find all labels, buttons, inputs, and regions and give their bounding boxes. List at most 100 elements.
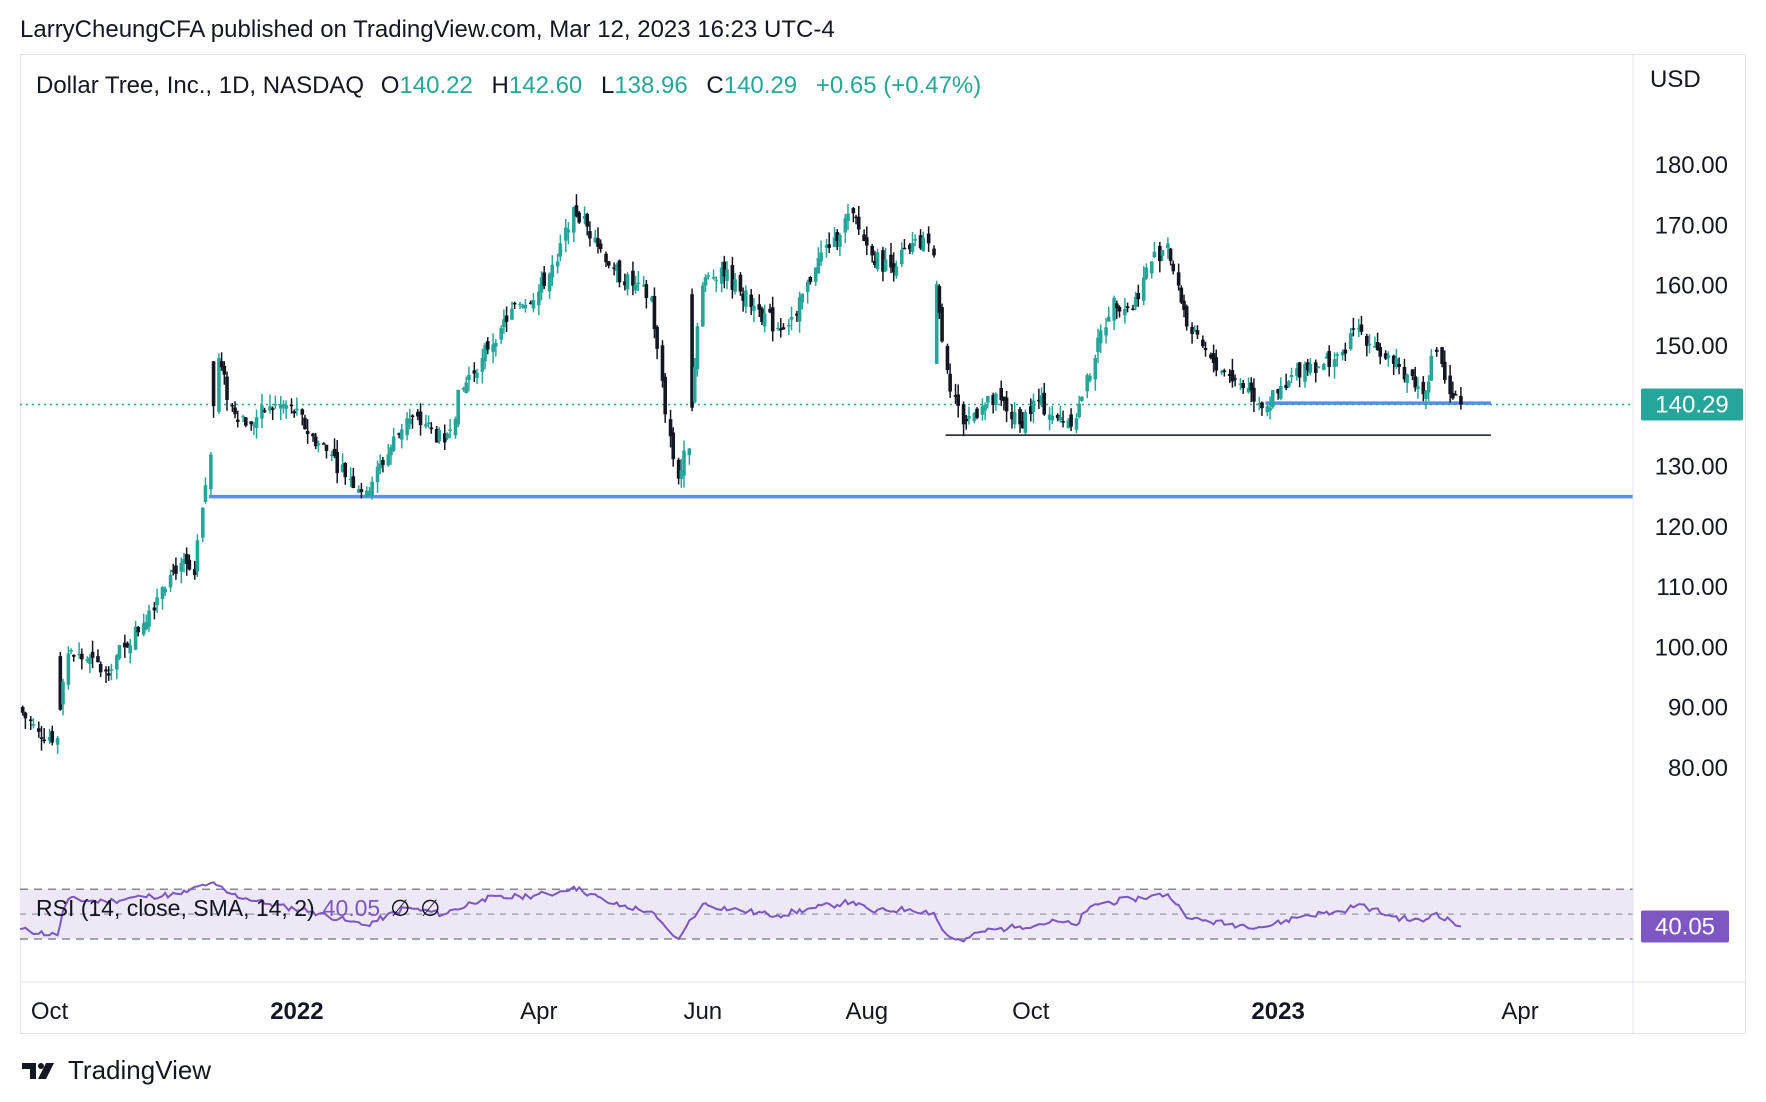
candle-body — [114, 655, 119, 670]
price-pane[interactable] — [20, 194, 1633, 754]
candle-body — [1039, 395, 1044, 404]
candle-body — [1297, 362, 1302, 378]
candle-body — [391, 436, 396, 451]
candle-body — [1088, 375, 1092, 381]
candle-body — [106, 673, 111, 676]
candle-body — [1201, 339, 1205, 347]
candle-body — [690, 294, 694, 408]
candle-body — [292, 411, 297, 414]
candle-body — [983, 404, 987, 411]
candle-body — [448, 429, 452, 431]
candle-body — [141, 623, 146, 635]
candle-body — [235, 419, 240, 422]
candle-body — [1141, 277, 1146, 301]
candle-body — [776, 327, 780, 330]
candle-body — [1037, 399, 1041, 402]
candle-body — [1287, 381, 1291, 387]
candle-body — [1190, 327, 1194, 334]
candle-body — [636, 282, 641, 285]
rsi-label: RSI (14, close, SMA, 14, 2) — [36, 895, 315, 921]
candle-body — [528, 302, 533, 305]
candle-body — [760, 308, 764, 322]
candle-body — [456, 389, 460, 425]
candle-body — [88, 657, 92, 664]
candle-body — [813, 267, 818, 282]
candle-body — [1308, 363, 1313, 373]
close-label: C — [706, 72, 724, 99]
candle-body — [418, 411, 423, 426]
candle-body — [1348, 333, 1353, 350]
candle-body — [260, 405, 264, 419]
change-value: +0.65 (+0.47%) — [815, 72, 982, 99]
price-tick-label: 160.00 — [1655, 273, 1728, 300]
candle-body — [585, 213, 590, 227]
candle-body — [1222, 370, 1227, 373]
candle-body — [1131, 308, 1135, 310]
candle-body — [1289, 374, 1294, 378]
candle-body — [1440, 347, 1444, 364]
candle-body — [230, 404, 235, 407]
candle-body — [655, 326, 659, 349]
candle-body — [187, 559, 192, 570]
candle-body — [28, 719, 33, 721]
candle-body — [50, 731, 55, 743]
candle-body — [499, 327, 503, 340]
candle-body — [424, 424, 428, 427]
candle-body — [182, 559, 186, 564]
candle-body — [1093, 357, 1098, 380]
candle-body — [703, 277, 708, 286]
candle-body — [889, 254, 893, 268]
candle-body — [819, 252, 823, 262]
time-tick-label: 2023 — [1251, 998, 1304, 1025]
rsi-line — [19, 881, 1462, 943]
candle-body — [278, 404, 283, 409]
candle-body — [1257, 403, 1262, 405]
candle-body — [1303, 363, 1307, 382]
candle-body — [1061, 421, 1065, 423]
candle-body — [1246, 388, 1251, 393]
candle-body — [1252, 387, 1256, 402]
candle-body — [340, 464, 345, 473]
candle-body — [1214, 357, 1219, 371]
candle-body — [201, 507, 205, 538]
candle-body — [752, 305, 756, 311]
candle-body — [407, 418, 412, 425]
candle-body — [1098, 330, 1103, 344]
candle-body — [464, 382, 469, 394]
high-label: H — [491, 72, 509, 99]
currency-label[interactable]: USD — [1650, 66, 1701, 93]
candle-body — [1365, 335, 1369, 346]
candle-body — [510, 308, 514, 320]
candle-body — [865, 237, 869, 246]
candle-body — [300, 409, 305, 415]
candle-body — [851, 208, 856, 214]
candle-body — [1351, 328, 1356, 330]
candle-body — [899, 249, 904, 265]
candle-body — [109, 669, 114, 671]
candle-body — [991, 395, 995, 405]
candle-body — [795, 313, 799, 316]
candle-body — [945, 345, 950, 371]
candle-body — [155, 597, 159, 606]
rsi-pane[interactable] — [19, 881, 1633, 943]
axes: 180.00170.00160.00150.00140.00130.00120.… — [20, 54, 1746, 1033]
candle-body — [719, 267, 724, 284]
candle-body — [926, 233, 931, 244]
candle-body — [1405, 374, 1409, 383]
candle-body — [284, 404, 288, 409]
candle-body — [42, 739, 46, 742]
candle-body — [577, 212, 581, 223]
time-tick-label: Apr — [1501, 998, 1538, 1025]
candle-body — [854, 216, 858, 219]
candle-body — [1394, 358, 1399, 368]
candle-body — [687, 448, 692, 456]
tradingview-logo-icon — [22, 1062, 54, 1079]
low-label: L — [600, 72, 615, 99]
candle-body — [117, 645, 122, 659]
candle-body — [1332, 359, 1337, 368]
tradingview-brand[interactable]: TradingView — [20, 1055, 211, 1086]
candle-body — [1004, 397, 1009, 412]
candle-body — [614, 264, 619, 271]
candle-body — [1209, 354, 1213, 358]
